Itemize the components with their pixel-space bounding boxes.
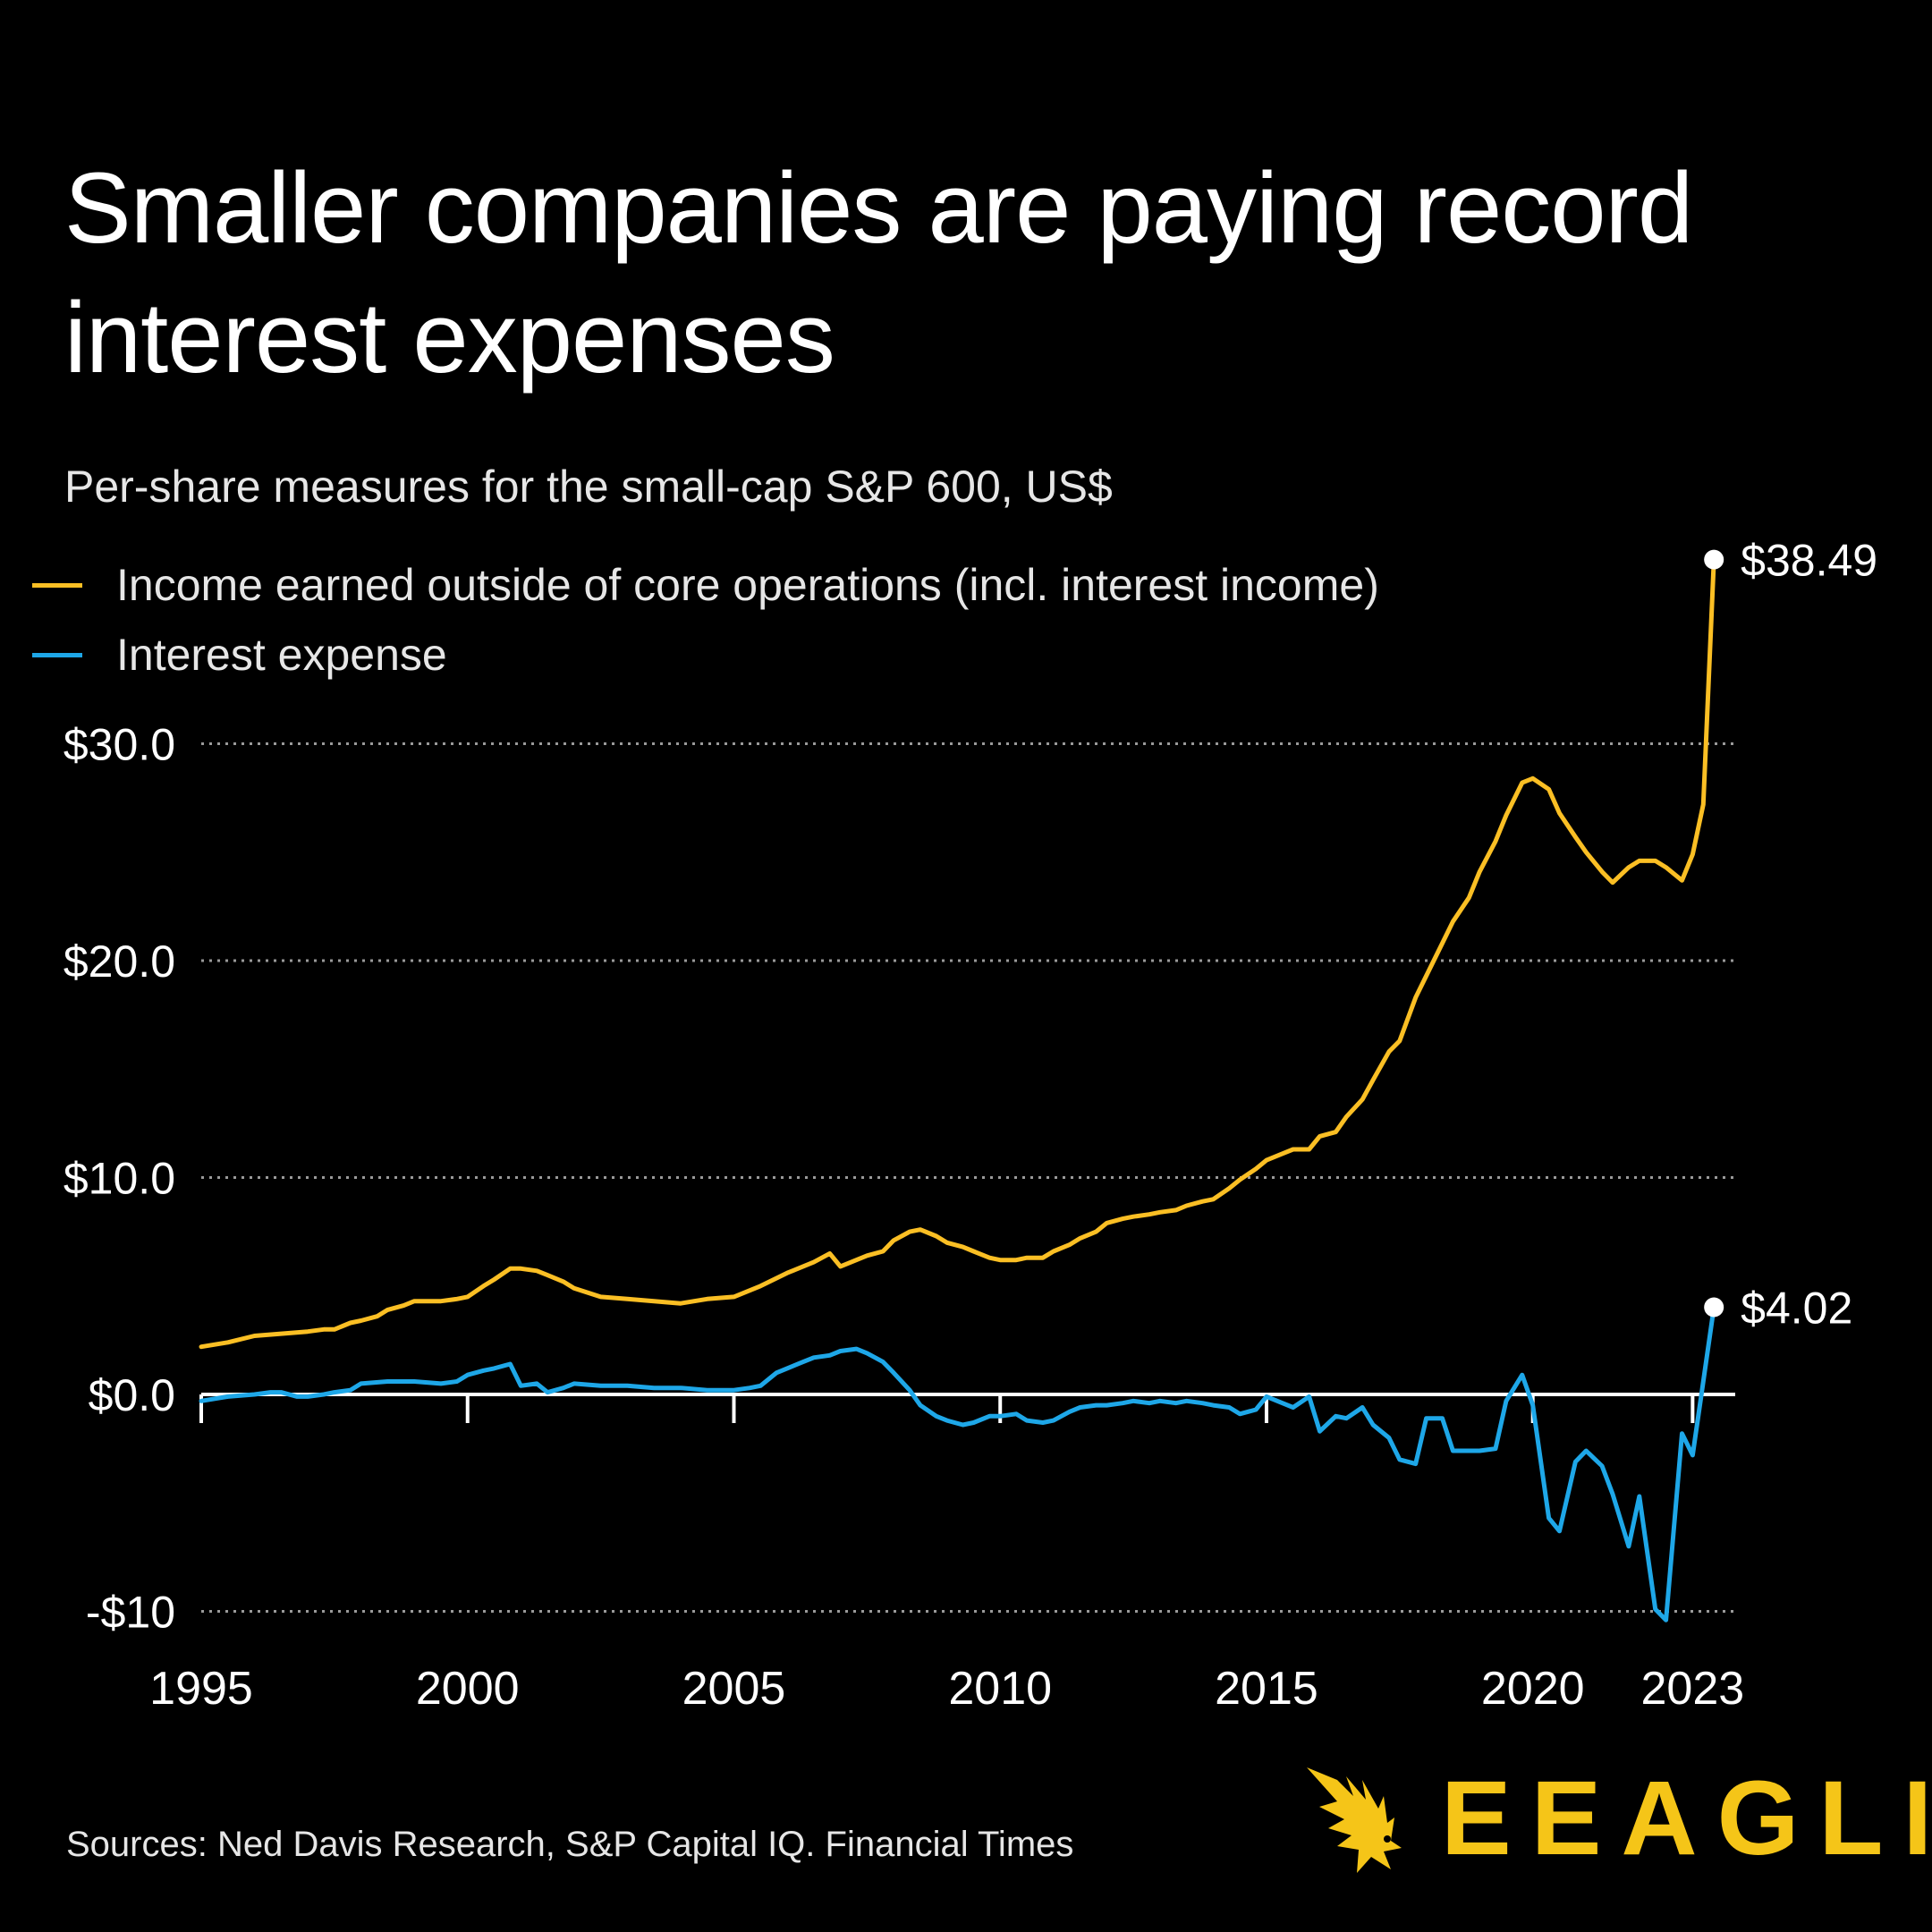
y-axis: $30.0 $20.0 $10.0 $0.0 -$10: [64, 720, 175, 1638]
x-tick-label: 2020: [1481, 1663, 1585, 1715]
y-tick-label: $20.0: [64, 936, 175, 987]
legend-item-expense: Interest expense: [32, 620, 1379, 690]
legend-label-expense: Interest expense: [116, 630, 447, 680]
income-series-line: [199, 557, 1716, 1350]
x-tick-label: 2005: [682, 1663, 786, 1715]
x-tick-label: 2010: [948, 1663, 1052, 1715]
eagle-icon: [1307, 1767, 1402, 1873]
legend: Income earned outside of core operations…: [32, 550, 1379, 690]
brand-name: EEAGLI: [1441, 1759, 1932, 1877]
x-tick-label: 2000: [416, 1663, 520, 1715]
chart-subtitle: Per-share measures for the small-cap S&P…: [64, 462, 1113, 512]
expense-series-line: [199, 1305, 1716, 1623]
grid: [201, 742, 1735, 1613]
x-tick-label: 1995: [149, 1663, 253, 1715]
legend-swatch-expense: [32, 652, 82, 657]
income-end-label: $38.49: [1741, 536, 1877, 586]
x-tick-label: 2023: [1641, 1663, 1745, 1715]
income-end-point: [1704, 549, 1724, 570]
y-tick-label: $30.0: [64, 720, 175, 770]
expense-end-point: [1704, 1297, 1724, 1318]
brand-logo: EEAGLI: [1301, 1758, 1932, 1879]
source-note: Sources: Ned Davis Research, S&P Capital…: [66, 1825, 1074, 1864]
legend-label-income: Income earned outside of core operations…: [116, 560, 1379, 610]
y-tick-label: $0.0: [89, 1370, 175, 1420]
series: $38.49 $4.02: [199, 536, 1877, 1623]
x-tick-label: 2015: [1215, 1663, 1318, 1715]
expense-end-label: $4.02: [1741, 1284, 1852, 1334]
legend-swatch-income: [32, 582, 82, 588]
y-tick-label: $10.0: [64, 1154, 175, 1204]
chart-title: Smaller companies are paying record inte…: [64, 152, 1693, 394]
legend-item-income: Income earned outside of core operations…: [32, 550, 1379, 620]
x-axis-labels: 1995 2000 2005 2010 2015 2020 2023: [149, 1663, 1744, 1715]
y-tick-label: -$10: [86, 1588, 175, 1638]
